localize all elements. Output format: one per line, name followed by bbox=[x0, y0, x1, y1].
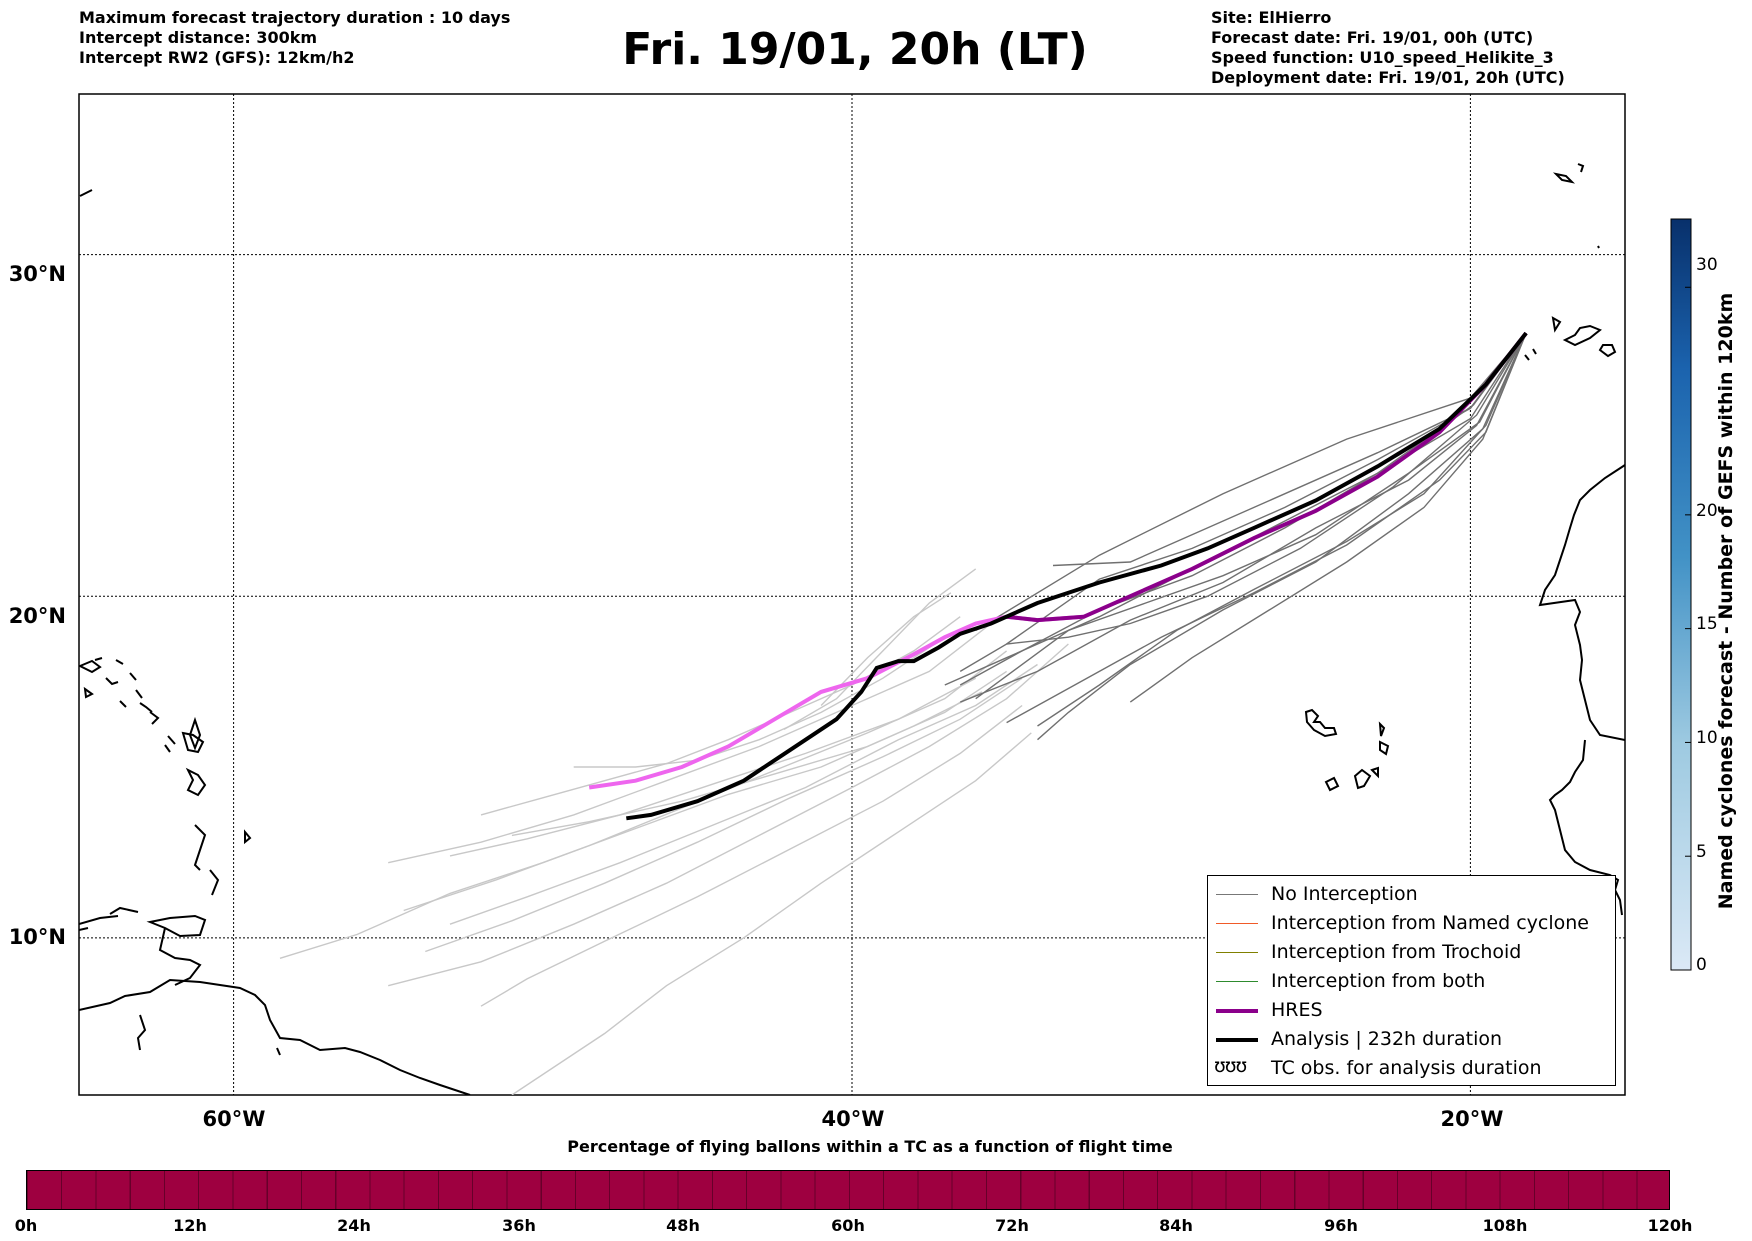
deployment-date-line: Deployment date: Fri. 19/01, 20h (UTC) bbox=[1211, 68, 1565, 87]
legend-label: HRES bbox=[1271, 999, 1323, 1021]
legend-label: Analysis | 232h duration bbox=[1271, 1028, 1503, 1050]
colorbar-tick: 10 bbox=[1696, 728, 1718, 748]
ensemble-trajectory bbox=[1006, 332, 1527, 724]
legend-item-hres: HRES bbox=[1208, 997, 1615, 1025]
legend-swatch bbox=[1216, 1009, 1258, 1013]
ensemble-trajectory-tail bbox=[511, 732, 1032, 1095]
legend: No Interception Interception from Named … bbox=[1207, 875, 1616, 1086]
legend-swatch bbox=[1216, 894, 1258, 895]
lat-label-20n: 20°N bbox=[8, 604, 66, 628]
pct-tick: 48h bbox=[666, 1216, 700, 1235]
tc-symbol-icon: ʊʊʊ bbox=[1214, 1055, 1247, 1077]
ensemble-trajectory-tail bbox=[511, 670, 1007, 837]
madeira-islands bbox=[1552, 163, 1600, 249]
ensemble-trajectory-tail bbox=[480, 704, 1023, 1007]
pct-tick: 12h bbox=[173, 1216, 207, 1235]
lat-label-10n: 10°N bbox=[8, 925, 66, 949]
legend-label: Interception from Named cyclone bbox=[1271, 912, 1589, 934]
lon-label-20w: 20°W bbox=[1440, 1107, 1504, 1131]
legend-label: Interception from both bbox=[1271, 970, 1486, 992]
antilles-arc bbox=[79, 189, 252, 896]
ensemble-trajectory bbox=[959, 332, 1527, 673]
trajectory-settings: Maximum forecast trajectory duration : 1… bbox=[79, 8, 510, 68]
ensemble-trajectory bbox=[975, 332, 1527, 700]
colorbar-tick: 30 bbox=[1696, 255, 1718, 275]
colorbar-tick: 15 bbox=[1696, 614, 1718, 634]
cape-verde-islands bbox=[1304, 708, 1390, 792]
legend-item-no-interception: No Interception bbox=[1208, 881, 1615, 909]
pct-bar bbox=[26, 1170, 1670, 1210]
colorbar-tick: 5 bbox=[1696, 842, 1707, 862]
max-duration-line: Maximum forecast trajectory duration : 1… bbox=[79, 8, 511, 27]
intercept-distance-line: Intercept distance: 300km bbox=[79, 28, 318, 47]
site-line: Site: ElHierro bbox=[1211, 8, 1332, 27]
ensemble-trajectory-tail bbox=[449, 677, 977, 857]
legend-item-analysis: Analysis | 232h duration bbox=[1208, 1026, 1615, 1054]
lon-label-40w: 40°W bbox=[821, 1107, 885, 1131]
legend-label: Interception from Trochoid bbox=[1271, 941, 1522, 963]
legend-item-named-cyclone: Interception from Named cyclone bbox=[1208, 910, 1615, 938]
ensemble-trajectory-tail bbox=[573, 636, 946, 768]
trajectories bbox=[279, 331, 1528, 1095]
colorbar-tick: 0 bbox=[1696, 955, 1707, 975]
ensemble-trajectory bbox=[1129, 332, 1527, 703]
africa-coast bbox=[1538, 464, 1625, 916]
ensemble-trajectory-tail bbox=[388, 643, 1069, 987]
colorbar-title: Named cyclones forecast - Number of GEFS… bbox=[1706, 236, 1746, 966]
forecast-info: Site: ElHierro Forecast date: Fri. 19/01… bbox=[1211, 8, 1565, 88]
page-title: Fri. 19/01, 20h (LT) bbox=[622, 24, 1088, 75]
legend-label: TC obs. for analysis duration bbox=[1271, 1057, 1542, 1079]
caribbean-coastline bbox=[79, 978, 471, 1095]
pct-tick: 72h bbox=[995, 1216, 1029, 1235]
colorbar-title-text: Named cyclones forecast - Number of GEFS… bbox=[1715, 292, 1737, 910]
legend-swatch bbox=[1216, 923, 1258, 924]
intercept-rw2-line: Intercept RW2 (GFS): 12km/h2 bbox=[79, 48, 355, 67]
legend-label: No Interception bbox=[1271, 883, 1418, 905]
pct-bar-title: Percentage of flying ballons within a TC… bbox=[567, 1137, 1173, 1156]
legend-item-tc-obs: ʊʊʊ TC obs. for analysis duration bbox=[1208, 1055, 1615, 1083]
legend-swatch bbox=[1216, 952, 1258, 953]
colorbar-tick: 20 bbox=[1696, 501, 1718, 521]
venezuela-islands bbox=[109, 906, 281, 1056]
ensemble-trajectory-tail bbox=[783, 568, 977, 731]
pct-tick: 120h bbox=[1647, 1216, 1693, 1235]
lon-label-60w: 60°W bbox=[202, 1107, 266, 1131]
speed-function-line: Speed function: U10_speed_Helikite_3 bbox=[1211, 48, 1554, 67]
legend-swatch bbox=[1216, 1038, 1258, 1042]
pct-tick: 0h bbox=[14, 1216, 38, 1235]
canary-islands bbox=[1524, 316, 1617, 361]
legend-item-both: Interception from both bbox=[1208, 968, 1615, 996]
legend-swatch bbox=[1216, 981, 1258, 982]
pct-tick: 60h bbox=[831, 1216, 865, 1235]
pct-tick: 84h bbox=[1159, 1216, 1193, 1235]
map-gridlines bbox=[79, 94, 1625, 1095]
legend-item-trochoid: Interception from Trochoid bbox=[1208, 939, 1615, 967]
lat-label-30n: 30°N bbox=[8, 262, 66, 286]
ensemble-trajectory-tail bbox=[425, 677, 1023, 953]
colorbar-tickmarks bbox=[1685, 286, 1691, 971]
colorbar bbox=[1670, 218, 1692, 971]
ensemble-trajectory-tail bbox=[388, 622, 992, 864]
analysis-trajectory bbox=[626, 331, 1528, 821]
ensemble-trajectory bbox=[975, 332, 1527, 631]
ensemble-trajectory-tail bbox=[449, 663, 1038, 925]
pct-tick: 24h bbox=[337, 1216, 371, 1235]
ensemble-trajectory bbox=[1037, 332, 1527, 727]
pct-tick: 36h bbox=[502, 1216, 536, 1235]
forecast-date-line: Forecast date: Fri. 19/01, 00h (UTC) bbox=[1211, 28, 1534, 47]
pct-tick: 108h bbox=[1482, 1216, 1528, 1235]
cuba-hispaniola-coast bbox=[79, 915, 119, 931]
ensemble-trajectory bbox=[1006, 332, 1527, 645]
coastlines bbox=[79, 163, 1625, 1095]
ensemble-trajectory-tail bbox=[820, 592, 952, 706]
pct-tick: 96h bbox=[1324, 1216, 1358, 1235]
ensemble-trajectory bbox=[1037, 332, 1527, 741]
